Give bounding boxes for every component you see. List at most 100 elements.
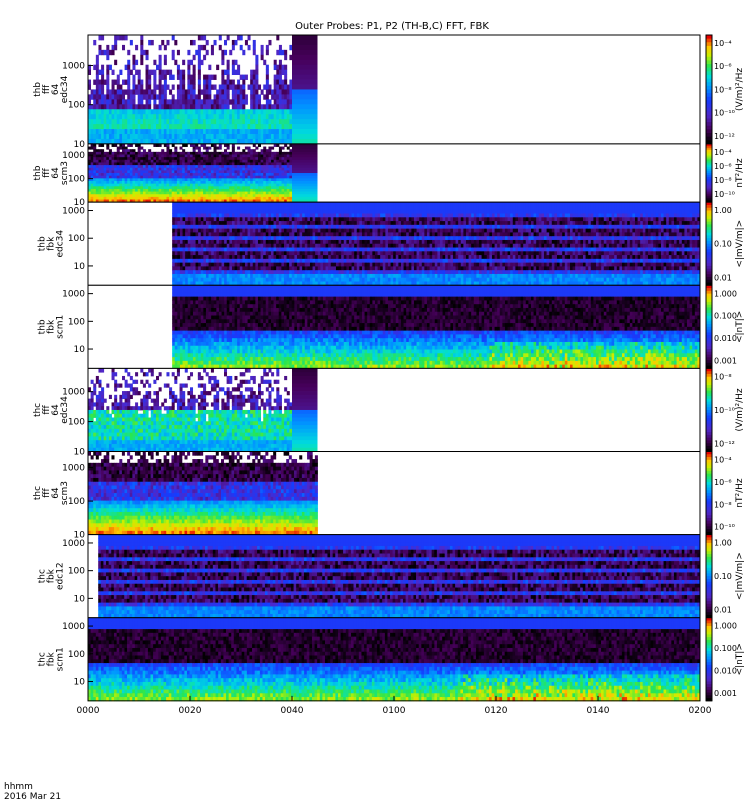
heatmap-cell [313, 244, 316, 248]
heatmap-cell [169, 157, 172, 160]
heatmap-cell [404, 248, 407, 252]
heatmap-cell [336, 221, 339, 225]
heatmap-cell [106, 89, 109, 94]
heatmap-cell [206, 157, 209, 160]
heatmap-cell [261, 229, 264, 233]
heatmap-cell [106, 155, 109, 158]
heatmap-cell [140, 109, 143, 114]
heatmap-cell [193, 266, 196, 270]
heatmap-cell [357, 229, 360, 233]
heatmap-cell [287, 270, 290, 274]
heatmap-cell [354, 236, 357, 240]
heatmap-cell [135, 45, 138, 50]
heatmap-cell [224, 176, 227, 179]
heatmap-cell [198, 240, 201, 244]
heatmap-cell [287, 160, 290, 163]
heatmap-cell [172, 266, 175, 270]
heatmap-cell [135, 89, 138, 94]
heatmap-cell [346, 278, 349, 282]
heatmap-cell [101, 170, 104, 173]
heatmap-cell [240, 75, 243, 80]
heatmap-cell [222, 206, 225, 210]
heatmap-cell [372, 251, 375, 255]
heatmap-cell [185, 192, 188, 195]
heatmap-cell [119, 104, 122, 109]
heatmap-cell [276, 229, 279, 233]
heatmap-cell [323, 255, 326, 259]
heatmap-cell [333, 270, 336, 274]
heatmap-cell [336, 206, 339, 210]
heatmap-cell [383, 266, 386, 270]
heatmap-cell [328, 259, 331, 263]
heatmap-cell [187, 184, 190, 187]
heatmap-cell [203, 99, 206, 104]
heatmap-cell [391, 225, 394, 229]
heatmap-cell [258, 240, 261, 244]
heatmap-cell [268, 173, 271, 176]
heatmap-cell [172, 232, 175, 236]
heatmap-cell [198, 119, 201, 124]
heatmap-cell [258, 124, 261, 129]
heatmap-cell [183, 225, 186, 229]
heatmap-cell [91, 192, 94, 195]
heatmap-cell [195, 124, 198, 129]
heatmap-cell [219, 124, 222, 129]
heatmap-cell [388, 217, 391, 221]
heatmap-cell [336, 251, 339, 255]
heatmap-cell [367, 210, 370, 214]
heatmap-cell [166, 134, 169, 139]
heatmap-cell [198, 89, 201, 94]
heatmap-cell [214, 157, 217, 160]
heatmap-cell [279, 263, 282, 267]
heatmap-cell [401, 206, 404, 210]
heatmap-cell [91, 160, 94, 163]
heatmap-cell [419, 210, 422, 214]
heatmap-cell [409, 210, 412, 214]
heatmap-cell [331, 217, 334, 221]
heatmap-cell [214, 214, 217, 218]
heatmap-cell [93, 178, 96, 181]
heatmap-cell [198, 35, 201, 40]
heatmap-cell [380, 278, 383, 282]
heatmap-cell [156, 94, 159, 99]
heatmap-cell [214, 124, 217, 129]
heatmap-cell [344, 214, 347, 218]
heatmap-cell [245, 229, 248, 233]
heatmap-cell [250, 119, 253, 124]
heatmap-cell [101, 157, 104, 160]
heatmap-cell [250, 104, 253, 109]
colorbar-segment [706, 82, 712, 86]
heatmap-cell [409, 217, 412, 221]
heatmap-cell [159, 194, 162, 197]
heatmap-cell [401, 240, 404, 244]
heatmap-cell [151, 152, 154, 155]
heatmap-cell [255, 232, 258, 236]
heatmap-cell [297, 202, 300, 206]
heatmap-cell [161, 194, 164, 197]
heatmap-cell [357, 270, 360, 274]
heatmap-cell [216, 129, 219, 134]
heatmap-cell [195, 155, 198, 158]
heatmap-cell [172, 225, 175, 229]
heatmap-cell [245, 274, 248, 278]
heatmap-cell [195, 160, 198, 163]
heatmap-cell [98, 178, 101, 181]
heatmap-cell [156, 192, 159, 195]
heatmap-cell [140, 155, 143, 158]
heatmap-cell [188, 244, 191, 248]
heatmap-cell [409, 274, 412, 278]
heatmap-cell [235, 214, 238, 218]
heatmap-cell [98, 134, 101, 139]
heatmap-cell [208, 109, 211, 114]
heatmap-cell [320, 210, 323, 214]
heatmap-cell [383, 217, 386, 221]
colorbar-segment [706, 133, 712, 137]
heatmap-cell [229, 124, 232, 129]
heatmap-cell [258, 229, 261, 233]
heatmap-cell [323, 263, 326, 267]
heatmap-cell [271, 168, 274, 171]
heatmap-cell [333, 236, 336, 240]
heatmap-cell [201, 214, 204, 218]
heatmap-cell [198, 152, 201, 155]
heatmap-cell [219, 134, 222, 139]
